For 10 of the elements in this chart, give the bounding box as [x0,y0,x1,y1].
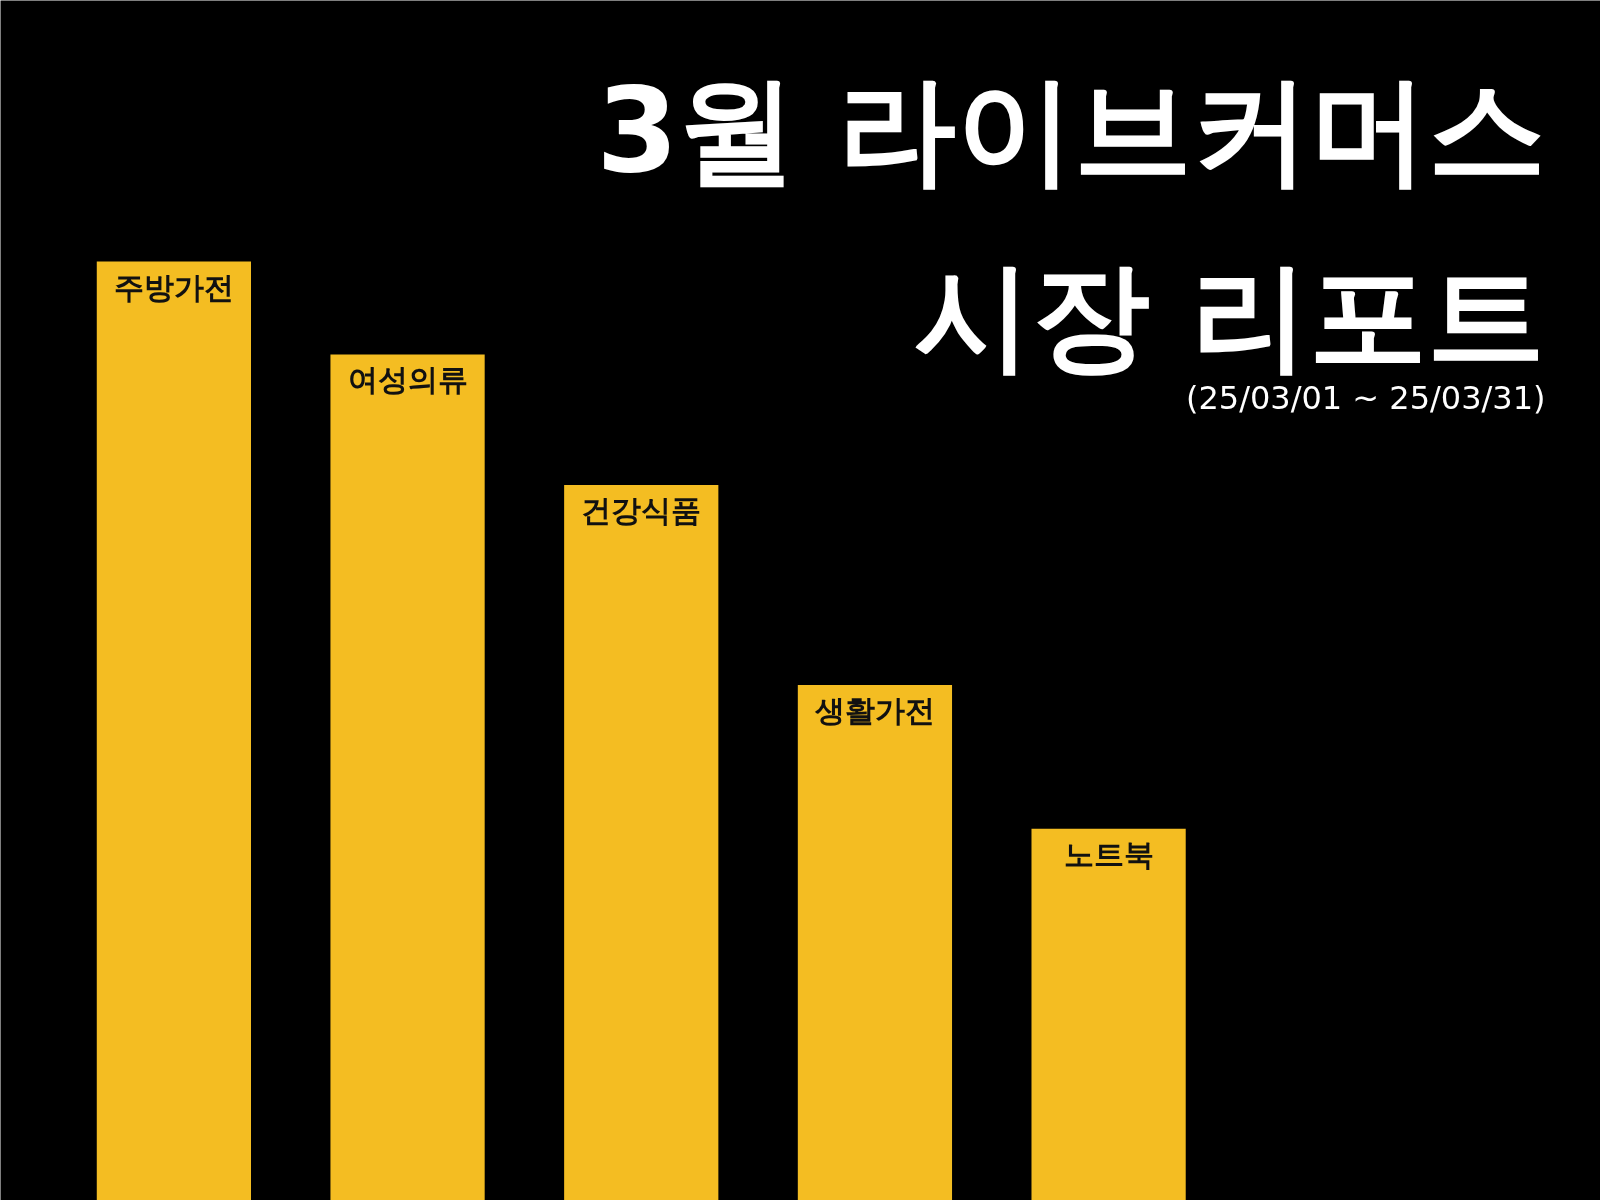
bar [797,685,953,1200]
x-tick-label: 여성의류 [347,362,468,398]
x-tick-label: 건강식품 [581,493,702,529]
bar [96,261,251,1200]
x-tick-label: 생활가전 [813,693,935,729]
x-tick-label: 주방가전 [113,269,234,305]
bar [564,485,719,1200]
x-tick-label: 노트북 [1063,836,1154,872]
bar [330,354,485,1200]
bar [1031,828,1186,1200]
